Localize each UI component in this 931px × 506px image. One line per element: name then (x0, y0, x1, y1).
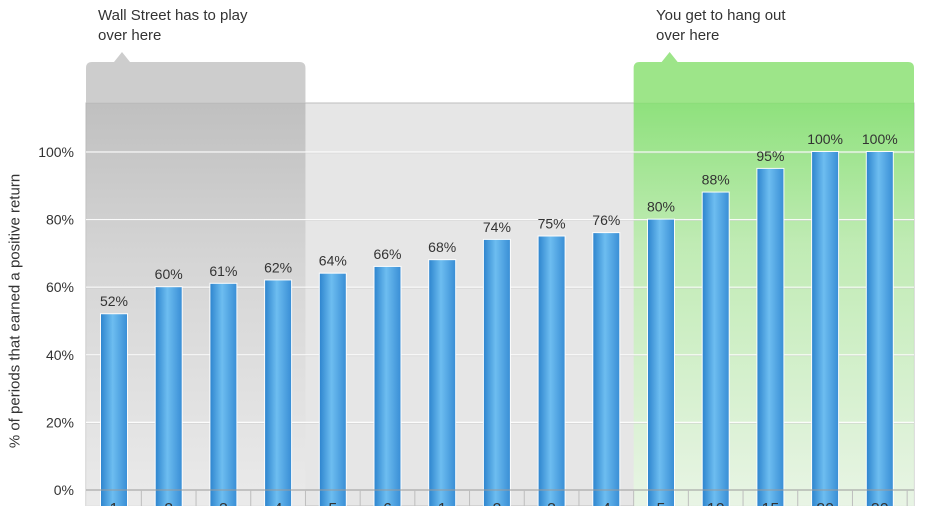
y-tick-label: 100% (38, 144, 74, 160)
callout-you: You get to hang out over here (656, 6, 896, 46)
bar (648, 219, 674, 506)
bar-value-label: 60% (155, 266, 183, 282)
x-tick-label: 20 (816, 501, 834, 506)
callout-wall-street-line2: over here (98, 27, 162, 44)
x-tick-label: 1 (438, 501, 447, 506)
bar (593, 233, 620, 506)
zone-tab-you (633, 52, 914, 103)
x-tick-label: 3 (219, 501, 228, 506)
bar (319, 273, 346, 506)
bar (702, 192, 729, 506)
bar (483, 239, 510, 506)
bar (538, 236, 565, 506)
bar-value-label: 52% (100, 293, 128, 309)
callout-wall-street: Wall Street has to play over here (98, 6, 338, 46)
bar-value-label: 95% (756, 148, 784, 164)
x-tick-label: 6 (383, 501, 392, 506)
bar-value-label: 68% (428, 239, 456, 255)
x-tick-label: 1 (110, 501, 119, 506)
bar-value-label: 80% (647, 199, 675, 215)
x-tick-label: 4 (602, 501, 611, 506)
bar (210, 283, 237, 506)
callout-you-line2: over here (656, 27, 720, 44)
bar-value-label: 76% (592, 212, 620, 228)
y-tick-label: 60% (46, 279, 74, 295)
zone-tab-wall-street (86, 52, 306, 103)
bar (265, 280, 292, 506)
x-tick-label: 5 (328, 501, 337, 506)
bar-value-label: 61% (209, 263, 237, 279)
bar-value-label: 100% (862, 131, 898, 147)
bar-value-label: 62% (264, 259, 292, 275)
x-tick-label: 3 (547, 501, 556, 506)
bar-value-label: 75% (538, 216, 566, 232)
x-tick-label: 10 (707, 501, 725, 506)
x-tick-label: 2 (164, 501, 173, 506)
bar (155, 287, 182, 506)
y-tick-label: 80% (46, 212, 74, 228)
bar-value-label: 66% (373, 246, 401, 262)
x-tick-label: 4 (274, 501, 283, 506)
bar-value-label: 88% (702, 172, 730, 188)
bar (757, 168, 784, 506)
y-axis-label: % of periods that earned a positive retu… (6, 173, 24, 449)
bar (429, 260, 456, 506)
y-tick-label: 20% (46, 414, 74, 430)
bar (374, 266, 401, 506)
bar (866, 152, 893, 506)
bar-value-label: 74% (483, 219, 511, 235)
x-tick-label: 30 (871, 501, 889, 506)
x-tick-label: 15 (762, 501, 780, 506)
callout-wall-street-line1: Wall Street has to play (98, 7, 248, 24)
bar (101, 314, 127, 506)
callout-you-line1: You get to hang out (656, 7, 786, 24)
y-tick-label: 40% (46, 347, 74, 363)
x-tick-label: 5 (657, 501, 666, 506)
y-tick-label: 0% (54, 482, 74, 498)
bar (812, 152, 839, 506)
bar-value-label: 100% (807, 131, 843, 147)
bar-value-label: 64% (319, 253, 347, 269)
x-tick-label: 2 (492, 501, 501, 506)
